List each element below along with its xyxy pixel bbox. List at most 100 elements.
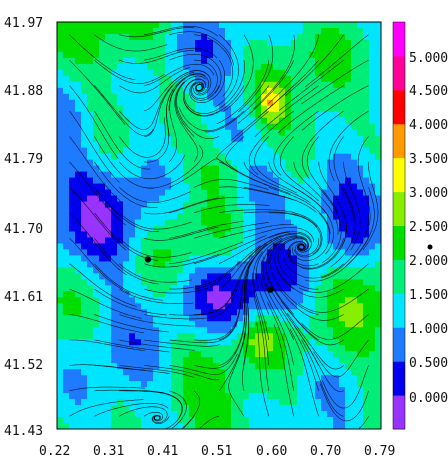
- heatmap-cell: [183, 333, 190, 340]
- heatmap-cell: [237, 393, 244, 400]
- heatmap-cell: [231, 345, 238, 352]
- heatmap-cell: [201, 333, 208, 340]
- heatmap-cell: [357, 423, 364, 429]
- heatmap-cell: [273, 153, 280, 161]
- heatmap-cell: [225, 135, 232, 143]
- heatmap-cell: [123, 243, 130, 251]
- heatmap-cell: [219, 369, 226, 376]
- heatmap-cell: [111, 147, 118, 155]
- heatmap-cell: [111, 213, 118, 221]
- heatmap-cell: [87, 27, 94, 35]
- heatmap-cell: [357, 135, 364, 143]
- heatmap-cell: [111, 339, 118, 346]
- heatmap-cell: [255, 273, 262, 280]
- heatmap-cell: [111, 321, 118, 328]
- heatmap-cell: [273, 417, 280, 424]
- heatmap-cell: [249, 297, 256, 304]
- heatmap-cell: [345, 87, 352, 95]
- heatmap-cell: [99, 225, 106, 233]
- heatmap-cell: [327, 423, 334, 429]
- heatmap-cell: [243, 393, 250, 400]
- heatmap-cell: [345, 141, 352, 149]
- heatmap-cell: [147, 51, 154, 59]
- heatmap-cell: [129, 303, 136, 310]
- heatmap-cell: [147, 417, 154, 424]
- heatmap-cell: [237, 405, 244, 412]
- heatmap-cell: [111, 243, 118, 251]
- heatmap-cell: [189, 399, 196, 406]
- heatmap-cell: [87, 279, 94, 286]
- heatmap-cell: [213, 423, 220, 429]
- heatmap-cell: [69, 129, 76, 137]
- heatmap-cell: [201, 165, 208, 173]
- heatmap-cell: [273, 39, 280, 47]
- heatmap-cell: [363, 171, 370, 179]
- heatmap-cell: [285, 129, 292, 137]
- heatmap-cell: [291, 357, 298, 364]
- heatmap-cell: [171, 51, 178, 59]
- heatmap-cell: [363, 129, 370, 137]
- heatmap-cell: [321, 159, 328, 167]
- heatmap-cell: [117, 51, 124, 59]
- heatmap-cell: [219, 129, 226, 137]
- heatmap-cell: [321, 33, 328, 41]
- heatmap-cell: [279, 27, 286, 35]
- heatmap-cell: [105, 411, 112, 418]
- heatmap-cell: [99, 93, 106, 101]
- heatmap-cell: [171, 22, 178, 29]
- heatmap-cell: [375, 291, 381, 298]
- heatmap-cell: [297, 159, 304, 167]
- heatmap-cell: [201, 93, 208, 101]
- heatmap-cell: [297, 231, 304, 239]
- heatmap-cell: [87, 165, 94, 173]
- heatmap-cell: [321, 213, 328, 221]
- heatmap-cell: [297, 255, 304, 263]
- heatmap-cell: [195, 129, 202, 137]
- heatmap-cell: [123, 369, 130, 376]
- heatmap-cell: [321, 171, 328, 179]
- heatmap-cell: [273, 345, 280, 352]
- heatmap-cell: [87, 201, 94, 209]
- heatmap-cell: [213, 351, 220, 358]
- heatmap-cell: [195, 69, 202, 77]
- streamline: [119, 117, 166, 158]
- heatmap-cell: [177, 153, 184, 161]
- heatmap-cell: [213, 183, 220, 191]
- heatmap-cell: [141, 87, 148, 95]
- y-tick-label: 41.79: [4, 152, 43, 167]
- heatmap-cell: [321, 39, 328, 47]
- heatmap-cell: [165, 201, 172, 209]
- heatmap-cell: [369, 381, 376, 388]
- heatmap-cell: [189, 171, 196, 179]
- heatmap-cell: [159, 315, 166, 322]
- heatmap-cell: [273, 405, 280, 412]
- heatmap-cell: [303, 117, 310, 125]
- heatmap-cell: [213, 171, 220, 179]
- heatmap-cell: [303, 399, 310, 406]
- heatmap-cell: [201, 33, 208, 41]
- heatmap-cell: [81, 171, 88, 179]
- heatmap-cell: [171, 129, 178, 137]
- heatmap-cell: [81, 399, 88, 406]
- heatmap-cell: [165, 105, 172, 113]
- heatmap-cell: [171, 225, 178, 233]
- heatmap-cell: [171, 27, 178, 35]
- heatmap-cell: [249, 111, 256, 119]
- heatmap-cell: [345, 291, 352, 298]
- heatmap-cell: [357, 369, 364, 376]
- heatmap-cell: [141, 117, 148, 125]
- heatmap-cell: [321, 147, 328, 155]
- heatmap-cell: [195, 57, 202, 65]
- heatmap-cell: [195, 93, 202, 101]
- streamline: [119, 314, 195, 327]
- heatmap-cell: [351, 129, 358, 137]
- heatmap-cell: [63, 303, 70, 310]
- heatmap-cell: [63, 351, 70, 358]
- heatmap-cell: [345, 27, 352, 35]
- heatmap-cell: [189, 327, 196, 334]
- heatmap-cell: [327, 129, 334, 137]
- heatmap-cell: [333, 255, 340, 263]
- heatmap-cell: [285, 285, 292, 292]
- heatmap-cell: [213, 129, 220, 137]
- heatmap-cell: [117, 99, 124, 107]
